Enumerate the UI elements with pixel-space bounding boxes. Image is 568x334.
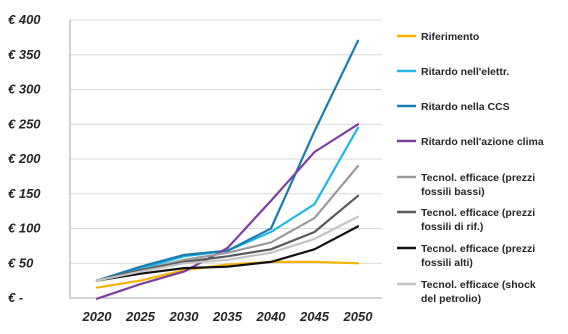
x-tick-label: 2040 [256,309,287,324]
axes: € - € 50 € 100 € 150 € 200 € 250 € 300 € 350 € 4… [8,12,373,324]
legend-label: fossili bassi) [421,186,485,198]
y-tick-label: € 300 [8,82,41,97]
legend-label: del petrolio) [421,293,481,305]
legend-item: Ritardo nell'azione clima [397,136,544,148]
series-line-2 [95,126,360,282]
x-tick-label: 2025 [125,309,156,324]
x-tick-label: 2035 [212,309,243,324]
legend-label: Tecnol. efficace (prezzi [421,172,535,184]
series-line-7 [95,225,360,282]
legend: Riferimento Ritardo nell'elettr. Ritardo n… [397,31,544,305]
legend-item: Tecnol. efficace (prezzi fossili di rif.) [397,207,535,233]
legend-item: Ritardo nella CCS [397,101,510,113]
y-tick-label: € 250 [8,116,41,131]
y-tick-label: € 100 [8,221,41,236]
x-tick-label: 2030 [169,309,200,324]
x-tick-label: 2045 [299,309,330,324]
y-tick-label: € 400 [8,12,41,27]
y-tick-label: € 150 [8,186,41,201]
legend-item: Tecnol. efficace (shock del petrolio) [397,279,536,305]
y-tick-label: € - [8,290,23,305]
series-line-1 [95,260,360,289]
series-lines [95,39,360,300]
legend-label: Ritardo nell'azione clima [421,136,544,148]
y-tick-label: € 200 [8,151,41,166]
legend-item: Ritardo nell'elettr. [397,66,509,78]
legend-label: Tecnol. efficace (prezzi [421,243,535,255]
legend-label: Riferimento [421,31,479,43]
legend-label: fossili alti) [421,257,473,269]
series-line-4 [95,123,360,300]
series-line-3 [95,39,360,282]
legend-label: Tecnol. efficace (prezzi [421,207,535,219]
legend-label: Ritardo nella CCS [421,101,510,113]
legend-item: Tecnol. efficace (prezzi fossili alti) [397,243,535,269]
x-tick-label: 2050 [343,309,374,324]
series-line-6 [95,194,360,282]
x-tick-label: 2020 [82,309,113,324]
legend-label: fossili di rif.) [421,221,483,233]
legend-item: Riferimento [397,31,479,43]
y-tick-label: € 350 [8,47,41,62]
grid [70,19,382,299]
legend-item: Tecnol. efficace (prezzi fossili bassi) [397,172,535,198]
legend-label: Ritardo nell'elettr. [421,66,509,78]
y-tick-label: € 50 [8,255,34,270]
legend-label: Tecnol. efficace (shock [421,279,536,291]
series-line-8 [95,215,360,282]
